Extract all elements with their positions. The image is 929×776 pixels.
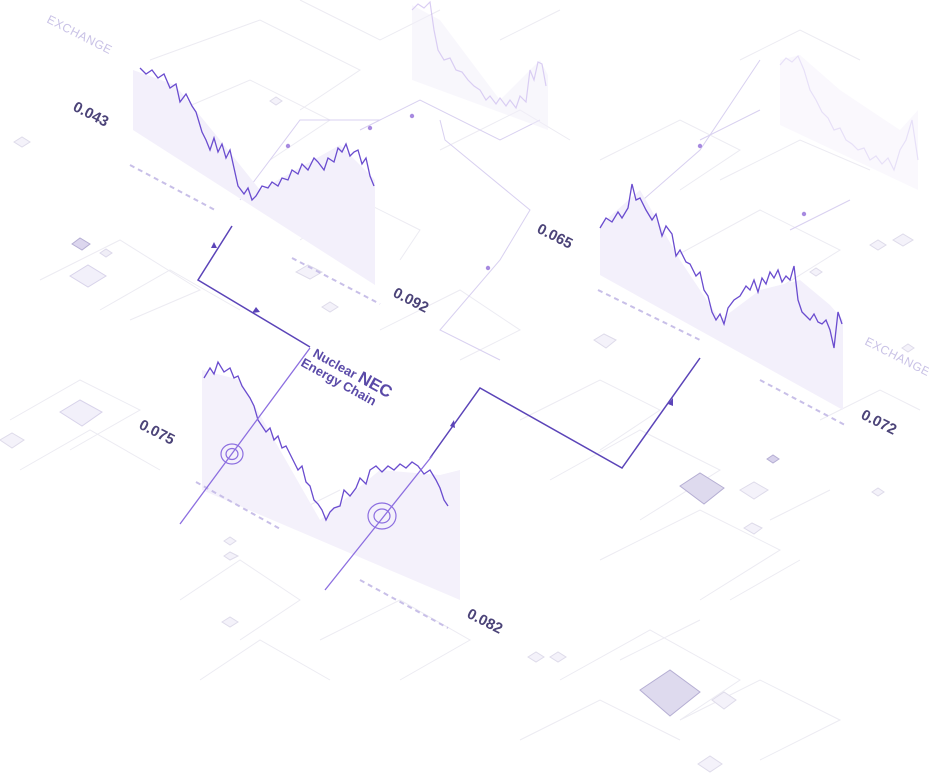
value-label-0065: 0.065	[534, 220, 575, 252]
ring-marker-center	[367, 502, 397, 530]
chart-panel-top-left	[129, 67, 381, 305]
chart-panel-bottom-left	[195, 360, 460, 629]
isometric-tiles	[0, 96, 915, 773]
exchange-label-top-left: EXCHANGE	[45, 12, 115, 57]
exchange-label-right: EXCHANGE	[863, 334, 929, 379]
chart-panel-top-faded	[411, 0, 548, 130]
ring-marker-left	[220, 443, 244, 465]
brand-logo-text: Nuclear NEC Energy Chain	[299, 346, 396, 409]
chart-panel-right	[597, 183, 846, 426]
connector-dots	[285, 113, 807, 271]
value-label-0082: 0.082	[464, 605, 505, 637]
value-label-0075: 0.075	[136, 416, 177, 448]
value-label-0043: 0.043	[70, 98, 111, 130]
network-path-accent	[179, 347, 433, 591]
network-path-main	[196, 225, 701, 469]
connector-lines-light	[239, 59, 851, 361]
value-label-0092: 0.092	[390, 284, 431, 316]
chart-panel-top-right-faded	[779, 54, 919, 190]
path-arrows	[211, 242, 673, 428]
value-label-0072: 0.072	[858, 406, 899, 438]
